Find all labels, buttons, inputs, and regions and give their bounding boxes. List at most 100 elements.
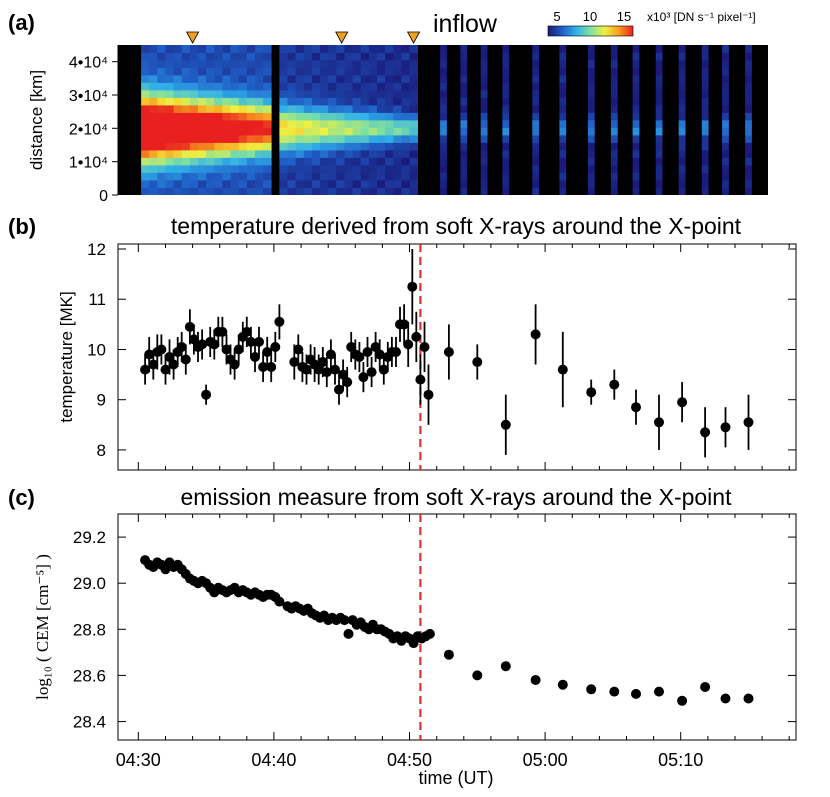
heatmap-strip-cell [610, 52, 618, 61]
heatmap-cell [238, 142, 248, 151]
heatmap-cell [157, 157, 166, 166]
heatmap-cell [287, 67, 296, 76]
heatmap-cell [352, 172, 362, 181]
heatmap-cell [393, 60, 402, 68]
heatmap-cell [181, 120, 191, 128]
heatmap-cell [385, 165, 394, 173]
heatmap-cell [352, 60, 362, 68]
heatmap-cell [360, 82, 370, 91]
heatmap-cell [336, 105, 345, 113]
heatmap-cell [311, 112, 321, 121]
heatmap-cell [181, 127, 191, 136]
heatmap-cell [165, 67, 174, 76]
heatmap-cell [393, 75, 402, 83]
heatmap-strip-cell [532, 82, 540, 91]
heatmap-strip-cell [678, 105, 686, 113]
heatmap-cell [206, 180, 215, 188]
heatmap-cell [328, 150, 337, 158]
heatmap-cell [230, 165, 239, 173]
heatmap-cell [279, 127, 288, 136]
heatmap-cell [385, 60, 394, 68]
heatmap-cell [173, 97, 183, 106]
heatmap-strip-cell [587, 45, 595, 53]
heatmap-cell [377, 52, 386, 61]
heatmap-strip-cell [460, 60, 468, 68]
heatmap-cell [377, 120, 386, 128]
heatmap-cell [303, 97, 313, 106]
heatmap-strip-cell [610, 180, 618, 188]
heatmap-cell [336, 142, 345, 151]
data-point [586, 684, 597, 695]
data-point [586, 387, 597, 398]
heatmap-cell [189, 172, 199, 181]
heatmap-cell [181, 105, 191, 113]
heatmap-cell [279, 97, 288, 106]
heatmap-strip-cell [655, 75, 663, 83]
heatmap-cell [206, 157, 215, 166]
heatmap-strip-cell [701, 127, 709, 136]
heatmap-strip-cell [559, 127, 567, 136]
heatmap-cell [385, 120, 394, 128]
heatmap-cell [295, 60, 305, 68]
heatmap-cell [214, 142, 223, 151]
x-tick-label: 04:30 [116, 750, 161, 770]
heatmap-cell [311, 157, 321, 166]
data-point [700, 682, 711, 692]
heatmap-strip-cell [532, 150, 540, 158]
heatmap-cell [263, 127, 272, 136]
heatmap-cell [328, 90, 337, 98]
data-point [258, 362, 269, 372]
heatmap-cell [336, 150, 345, 158]
heatmap-strip-cell [559, 172, 567, 181]
heatmap-cell [336, 120, 345, 128]
heatmap-cell [173, 172, 183, 181]
heatmap-cell [393, 82, 402, 91]
heatmap-strip-cell [532, 180, 540, 188]
heatmap-cell [336, 82, 345, 91]
heatmap-cell [279, 90, 288, 98]
heatmap-strip-cell [678, 127, 686, 136]
data-point [378, 364, 389, 375]
heatmap-strip-cell [440, 180, 447, 188]
heatmap-cell [238, 67, 248, 76]
heatmap-strip-cell [678, 67, 686, 76]
heatmap-cell [385, 105, 394, 113]
heatmap-strip-cell [610, 150, 618, 158]
heatmap-strip-cell [587, 142, 595, 151]
heatmap-cell [214, 150, 223, 158]
heatmap-cell [360, 142, 370, 151]
heatmap-cell [409, 112, 418, 121]
heatmap-strip-cell [632, 172, 640, 181]
heatmap-cell [320, 165, 329, 173]
heatmap-cell [206, 127, 215, 136]
heatmap-cell [385, 135, 394, 143]
heatmap-strip-cell [559, 180, 567, 188]
heatmap-strip-cell [701, 165, 709, 173]
heatmap-cell [222, 75, 231, 83]
data-point [677, 695, 688, 706]
heatmap-cell [393, 165, 402, 173]
heatmap-strip-cell [745, 105, 752, 113]
heatmap-cell [222, 135, 231, 143]
heatmap-cell [352, 135, 362, 143]
heatmap-strip-cell [440, 150, 447, 158]
heatmap-cell [401, 67, 410, 76]
heatmap-cell [198, 97, 207, 106]
heatmap-cell [246, 127, 256, 136]
heatmap-cell [263, 105, 272, 113]
heatmap-cell [165, 82, 174, 91]
heatmap-strip-cell [460, 75, 468, 83]
heatmap-cell [263, 180, 272, 188]
heatmap-strip-cell [532, 97, 540, 106]
heatmap-strip-cell [655, 180, 663, 188]
heatmap-cell [311, 150, 321, 158]
heatmap-cell [303, 180, 313, 188]
heatmap-cell [385, 67, 394, 76]
heatmap-cell [377, 127, 386, 136]
heatmap-cell [181, 187, 191, 195]
data-point [342, 377, 353, 388]
heatmap-cell [222, 165, 231, 173]
heatmap-cell [141, 127, 150, 136]
heatmap-strip-cell [701, 97, 709, 106]
data-point [289, 357, 300, 367]
